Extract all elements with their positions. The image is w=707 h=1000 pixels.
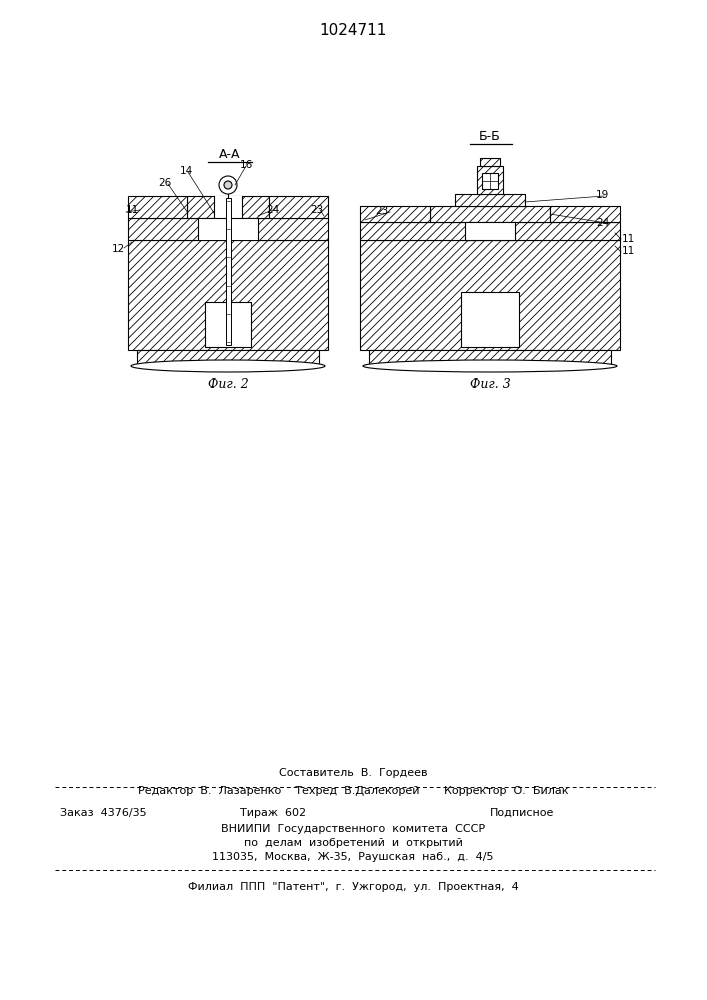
Text: Редактор  В.  Лазаренко    Техред  В.Далекорей       Корректор  О.  Билак: Редактор В. Лазаренко Техред В.Далекорей… bbox=[138, 786, 568, 796]
Bar bbox=[550, 206, 620, 222]
Text: 23: 23 bbox=[310, 205, 323, 215]
Bar bbox=[360, 222, 620, 240]
Bar bbox=[482, 173, 498, 189]
Text: ВНИИПИ  Государственного  комитета  СССР: ВНИИПИ Государственного комитета СССР bbox=[221, 824, 485, 834]
Text: Тираж  602: Тираж 602 bbox=[240, 808, 306, 818]
Text: 24: 24 bbox=[266, 205, 279, 215]
Bar bbox=[214, 196, 242, 218]
Bar bbox=[461, 292, 519, 347]
Bar bbox=[128, 218, 328, 240]
Ellipse shape bbox=[363, 360, 617, 372]
Text: А-А: А-А bbox=[219, 148, 241, 161]
Bar bbox=[269, 196, 328, 218]
Text: 12: 12 bbox=[112, 244, 125, 254]
Text: 26: 26 bbox=[158, 178, 171, 188]
Bar bbox=[226, 198, 231, 345]
Text: Филиал  ППП  "Патент",  г.  Ужгород,  ул.  Проектная,  4: Филиал ППП "Патент", г. Ужгород, ул. Про… bbox=[187, 882, 518, 892]
Text: по  делам  изобретений  и  открытий: по делам изобретений и открытий bbox=[244, 838, 462, 848]
Bar bbox=[455, 194, 525, 206]
Circle shape bbox=[219, 176, 237, 194]
Text: 113035,  Москва,  Ж-35,  Раушская  наб.,  д.  4/5: 113035, Москва, Ж-35, Раушская наб., д. … bbox=[212, 852, 493, 862]
Bar bbox=[128, 240, 328, 350]
Text: 11: 11 bbox=[622, 234, 636, 244]
Bar bbox=[198, 218, 258, 240]
Circle shape bbox=[224, 181, 232, 189]
Text: 23: 23 bbox=[375, 206, 388, 216]
Text: Б-Б: Б-Б bbox=[479, 130, 501, 143]
Text: 1024711: 1024711 bbox=[320, 23, 387, 38]
Bar bbox=[360, 240, 620, 350]
Text: 16: 16 bbox=[240, 160, 253, 170]
Text: 14: 14 bbox=[180, 166, 193, 176]
Bar bbox=[369, 350, 611, 366]
Text: Заказ  4376/35: Заказ 4376/35 bbox=[60, 808, 146, 818]
Bar bbox=[137, 350, 319, 366]
Text: 11: 11 bbox=[622, 246, 636, 256]
Bar bbox=[430, 206, 550, 222]
Ellipse shape bbox=[131, 360, 325, 372]
Bar bbox=[465, 222, 515, 240]
Text: Фиг. 3: Фиг. 3 bbox=[469, 378, 510, 391]
Bar bbox=[187, 196, 269, 218]
Bar bbox=[128, 196, 187, 218]
Bar bbox=[480, 158, 500, 166]
Bar bbox=[477, 166, 503, 194]
Text: 11: 11 bbox=[126, 205, 139, 215]
Bar bbox=[205, 302, 251, 347]
Text: 19: 19 bbox=[596, 190, 609, 200]
Bar bbox=[360, 206, 430, 222]
Text: Составитель  В.  Гордеев: Составитель В. Гордеев bbox=[279, 768, 427, 778]
Text: 24: 24 bbox=[596, 218, 609, 228]
Text: Подписное: Подписное bbox=[490, 808, 554, 818]
Text: Фиг. 2: Фиг. 2 bbox=[208, 378, 248, 391]
